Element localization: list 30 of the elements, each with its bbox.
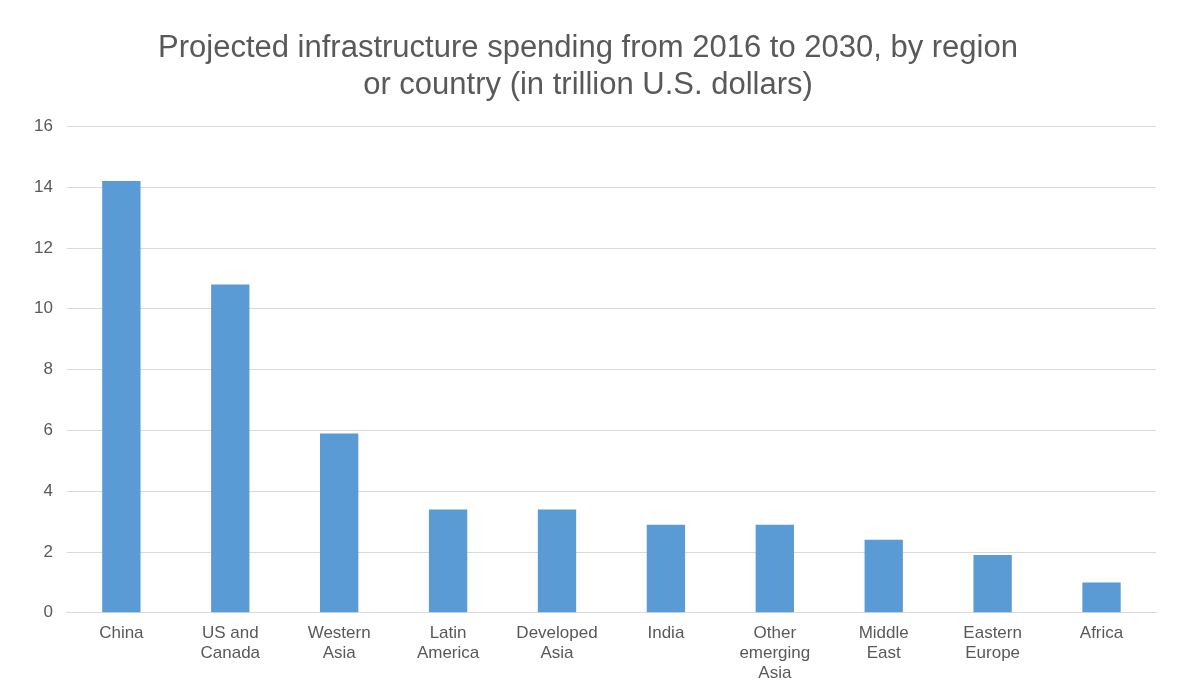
bar <box>320 433 359 613</box>
x-tick-label: Eastern Europe <box>963 622 1022 663</box>
x-tick-label: Other emerging Asia <box>739 622 811 683</box>
x-tick-label: Latin America <box>416 622 480 663</box>
x-tick-label: China <box>99 622 145 642</box>
bar <box>428 509 468 613</box>
bar <box>864 539 903 613</box>
y-tick-label: 0 <box>43 602 53 622</box>
bar <box>755 524 794 613</box>
x-tick-label: India <box>647 622 685 642</box>
y-tick-label: 16 <box>33 116 53 136</box>
bar <box>973 555 1012 613</box>
y-tick-label: 10 <box>33 298 53 318</box>
x-tick-label: Western Asia <box>307 622 371 663</box>
bar <box>1082 582 1121 613</box>
y-tick-label: 6 <box>43 420 53 440</box>
y-tick-label: 4 <box>43 480 53 500</box>
y-tick-label: 14 <box>33 176 53 196</box>
bar <box>537 509 577 613</box>
y-tick-label: 8 <box>43 359 53 379</box>
x-tick-label: Middle East <box>858 622 909 663</box>
bar <box>211 284 250 613</box>
bar <box>646 524 686 613</box>
bar <box>102 181 141 613</box>
x-tick-label: Africa <box>1079 622 1124 642</box>
y-tick-label: 2 <box>43 541 53 561</box>
x-tick-label: Developed Asia <box>516 622 598 663</box>
y-tick-label: 12 <box>33 237 53 257</box>
chart-title: Projected infrastructure spending from 2016 to 2030, by region or country (in trillion U.S. dollars) <box>158 29 1018 102</box>
x-tick-label: US and Canada <box>200 622 261 663</box>
